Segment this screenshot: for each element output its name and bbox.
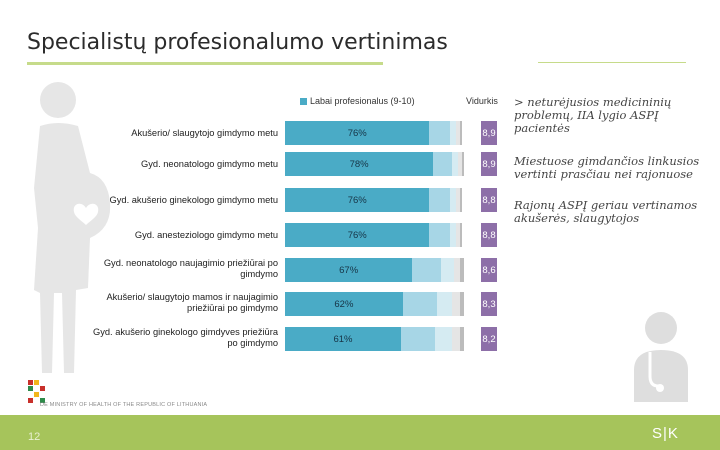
stacked-bar: 78%: [285, 152, 464, 176]
stacked-bar: 76%: [285, 223, 462, 247]
slide-title: Specialistų profesionalumo vertinimas: [27, 30, 448, 55]
logo-caption: DE MINISTRY OF HEALTH OF THE REPUBLIC OF…: [40, 402, 208, 408]
bar-segment: [450, 121, 456, 145]
avg-badge: 8,6: [481, 258, 497, 282]
stacked-bar: 76%: [285, 121, 462, 145]
bar-segment: [440, 258, 455, 282]
legend-swatch: [300, 97, 307, 105]
legend-main: Labai profesionalus (9-10): [300, 96, 415, 106]
title-underline: [27, 62, 383, 65]
chart-row: Gyd. neonatologo naujagimio priežiūrai p…: [88, 258, 503, 288]
bar-main-segment: 76%: [285, 223, 430, 247]
bar-segment: [452, 292, 460, 316]
bar-segment: [457, 152, 462, 176]
insight-3: Rajonų ASPĮ geriau vertinamos akušerės, …: [514, 198, 698, 225]
bar-segment: [429, 121, 451, 145]
bar-segment: [429, 188, 451, 212]
bar-segment: [433, 152, 453, 176]
bar-main-segment: 61%: [285, 327, 401, 351]
bar-segment: [459, 327, 464, 351]
stacked-bar: 62%: [285, 292, 464, 316]
chart-row: Gyd. anesteziologo gimdymo metu 76% 8,8: [88, 223, 503, 253]
bar-main-segment: 76%: [285, 121, 430, 145]
ministry-logo: [28, 380, 45, 403]
bar-segment: [454, 258, 460, 282]
bar-segment: [459, 258, 464, 282]
avg-badge: 8,2: [481, 327, 497, 351]
row-label: Gyd. akušerio ginekologo gimdyves prieži…: [93, 327, 278, 348]
stacked-bar: 61%: [285, 327, 464, 351]
bar-segment: [455, 121, 460, 145]
bar-segment: [459, 188, 462, 212]
legend-avg-label: Vidurkis: [466, 96, 498, 106]
pregnant-woman-icon: [34, 82, 111, 373]
bar-segment: [452, 152, 458, 176]
bar-segment: [459, 223, 462, 247]
chart-row: Gyd. akušerio ginekologo gimdyves prieži…: [88, 327, 503, 357]
avg-badge: 8,9: [481, 152, 497, 176]
bar-segment: [459, 121, 462, 145]
bar-segment: [455, 223, 460, 247]
bar-segment: [436, 292, 453, 316]
stacked-bar: 67%: [285, 258, 464, 282]
chart-row: Gyd. akušerio ginekologo gimdymo metu 76%…: [88, 188, 503, 218]
insight-2: Miestuose gimdančios linkusios vertinti …: [514, 154, 700, 181]
row-label: Akušerio/ slaugytojo mamos ir naujagimio…: [106, 292, 278, 313]
page-number: 12: [28, 431, 41, 443]
avg-badge: 8,9: [481, 121, 497, 145]
bar-main-segment: 78%: [285, 152, 434, 176]
bar-main-segment: 67%: [285, 258, 413, 282]
professionalism-chart: Labai profesionalus (9-10) Vidurkis Akuš…: [88, 92, 503, 352]
footer-bar: [0, 415, 720, 450]
bar-segment: [452, 327, 460, 351]
legend-main-label: Labai profesionalus (9-10): [310, 96, 415, 106]
bar-segment: [459, 292, 464, 316]
row-label: Gyd. neonatologo naujagimio priežiūrai p…: [103, 258, 278, 279]
row-label: Gyd. anesteziologo gimdymo metu: [134, 230, 278, 240]
row-label: Gyd. neonatologo gimdymo metu: [141, 159, 278, 169]
bar-main-segment: 76%: [285, 188, 430, 212]
bar-segment: [435, 327, 453, 351]
row-label: Gyd. akušerio ginekologo gimdymo metu: [109, 195, 278, 205]
bar-segment: [455, 188, 460, 212]
stacked-bar: 76%: [285, 188, 462, 212]
avg-badge: 8,3: [481, 292, 497, 316]
bar-segment: [450, 188, 456, 212]
row-label: Akušerio/ slaugytojo gimdymo metu: [131, 128, 278, 138]
bar-segment: [400, 327, 436, 351]
doctor-icon: [634, 312, 688, 402]
bar-segment: [461, 152, 464, 176]
avg-badge: 8,8: [481, 223, 497, 247]
chart-row: Akušerio/ slaugytojo mamos ir naujagimio…: [88, 292, 503, 322]
bar-segment: [429, 223, 451, 247]
bar-segment: [412, 258, 441, 282]
chart-row: Akušerio/ slaugytojo gimdymo metu 76% 8,9: [88, 121, 503, 151]
bar-segment: [450, 223, 456, 247]
right-divider: [538, 62, 686, 63]
insight-1: > neturėjusios medicininių problemų, IIA…: [514, 95, 672, 135]
bar-main-segment: 62%: [285, 292, 403, 316]
brand-mark: S|K: [652, 425, 679, 442]
chart-row: Gyd. neonatologo gimdymo metu 78% 8,9: [88, 152, 503, 182]
avg-badge: 8,8: [481, 188, 497, 212]
bar-segment: [402, 292, 437, 316]
